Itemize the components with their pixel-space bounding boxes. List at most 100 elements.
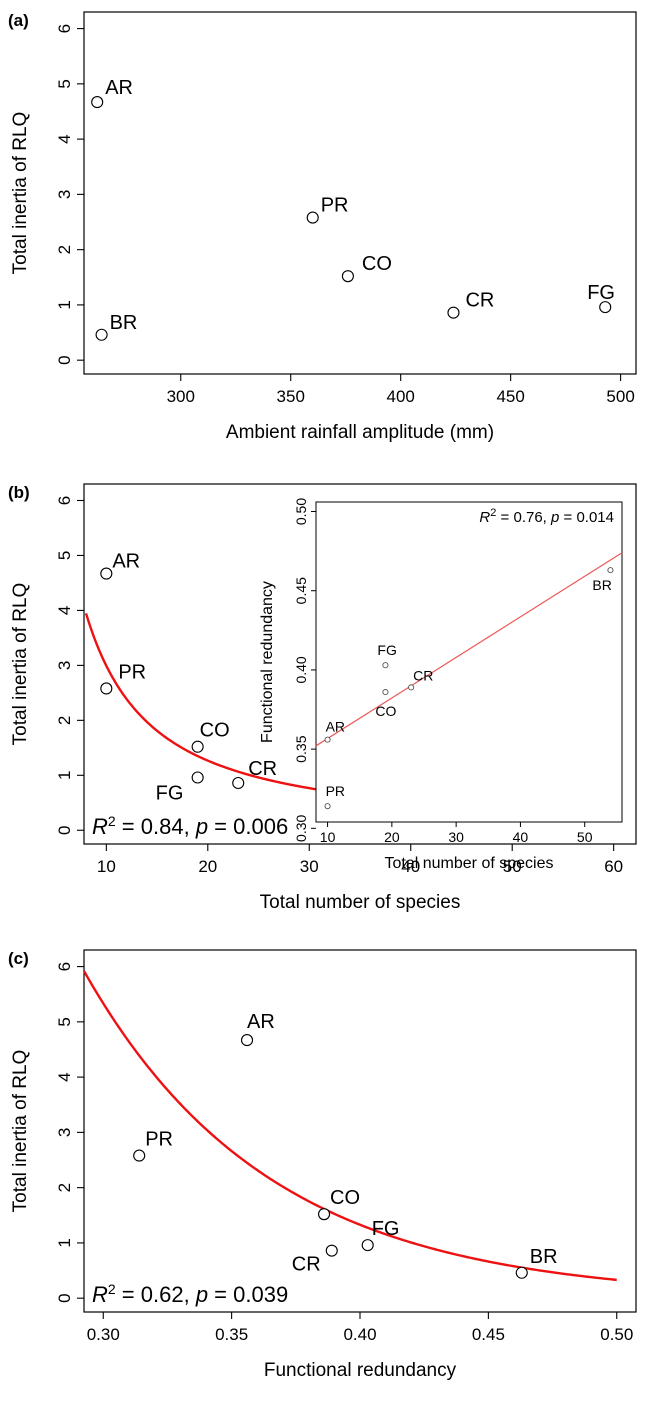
- x-tick-label: 0.50: [600, 1325, 633, 1344]
- stat-annotation: R2 = 0.84, p = 0.006: [92, 813, 288, 839]
- inset-point-label-ar: AR: [326, 719, 345, 735]
- inset-point-label-co: CO: [375, 703, 396, 719]
- data-point-pr: [133, 1149, 146, 1162]
- x-tick-label: 0.45: [472, 1325, 505, 1344]
- x-tick-label: 60: [604, 857, 623, 876]
- point-label-cr: CR: [248, 758, 277, 780]
- x-tick-label: 0.35: [215, 1325, 248, 1344]
- y-tick-label: 2: [55, 245, 74, 254]
- data-point-ar: [100, 567, 113, 580]
- inset-x-tick-label: 50: [577, 829, 593, 845]
- data-point-br: [515, 1266, 528, 1279]
- data-point-cr: [447, 306, 460, 319]
- inset-point-br: [607, 567, 614, 574]
- inset-y-tick-label: 0.35: [293, 735, 309, 762]
- inset-stat-annotation: R2 = 0.76, p = 0.014: [479, 507, 614, 526]
- point-label-pr: PR: [145, 1129, 173, 1151]
- fit-curve: [82, 970, 617, 1282]
- inset-x-tick-label: 40: [513, 829, 529, 845]
- data-point-fg: [361, 1239, 374, 1252]
- inset-y-tick-label: 0.50: [293, 498, 309, 525]
- x-tick-label: 50: [503, 857, 522, 876]
- data-point-pr: [100, 682, 113, 695]
- inset-fit-line: [315, 552, 623, 747]
- x-axis-label: Ambient rainfall amplitude (mm): [226, 422, 494, 443]
- x-tick-label: 0.30: [87, 1325, 120, 1344]
- y-tick-label: 6: [55, 962, 74, 971]
- y-axis-label: Total inertia of RLQ: [10, 1050, 31, 1213]
- panel-a: (a) 300 350 400 450 500 0 1 2 3 4 5 6 Ambient rainfal…: [0, 0, 654, 470]
- x-tick-label: 10: [97, 857, 116, 876]
- inset-y-tick-label: 0.45: [293, 577, 309, 604]
- y-tick-label: 2: [55, 716, 74, 725]
- data-point-co: [191, 740, 204, 753]
- point-label-pr: PR: [118, 661, 146, 683]
- x-tick-label: 350: [277, 387, 305, 406]
- y-tick-label: 6: [55, 496, 74, 505]
- y-tick-label: 5: [55, 551, 74, 560]
- x-tick-label: 300: [167, 387, 195, 406]
- x-tick-label: 40: [401, 857, 420, 876]
- inset-point-label-br: BR: [592, 577, 611, 593]
- y-tick-label: 0: [55, 826, 74, 835]
- y-axis-label: Total inertia of RLQ: [10, 112, 31, 275]
- x-tick-label: 20: [198, 857, 217, 876]
- y-tick-label: 1: [55, 300, 74, 309]
- inset-y-tick-label: 0.30: [293, 814, 309, 841]
- chart-b-svg: (b) 10 20 30 40 50 60 0 1 2 3 4 5 6 Total number of sp…: [8, 483, 637, 913]
- point-label-pr: PR: [321, 195, 349, 217]
- inset-x-tick-label: 10: [320, 829, 336, 845]
- panel-c: (c) 0.30 0.35 0.40 0.45 0.50 0 1 2 3 4 5 6 Functional…: [0, 938, 654, 1403]
- point-label-fg: FG: [587, 282, 615, 304]
- data-point-cr: [232, 776, 245, 790]
- y-axis-label: Total inertia of RLQ: [10, 583, 31, 746]
- point-label-br: BR: [530, 1246, 558, 1268]
- x-tick-label: 500: [606, 387, 634, 406]
- inset-y-tick-label: 0.40: [293, 656, 309, 683]
- point-label-cr: CR: [292, 1254, 321, 1276]
- y-tick-label: 5: [55, 79, 74, 88]
- data-point-co: [318, 1208, 331, 1221]
- chart-a-svg: (a) 300 350 400 450 500 0 1 2 3 4 5 6 Ambient rainfal…: [8, 11, 637, 443]
- panel-label: (c): [8, 949, 29, 968]
- inset-point-label-cr: CR: [413, 667, 433, 683]
- plot-frame: [83, 483, 637, 845]
- inset-x-tick-label: 30: [448, 829, 464, 845]
- inset-x-tick-label: 20: [384, 829, 400, 845]
- inset-point-label-pr: PR: [326, 783, 345, 799]
- y-tick-label: 5: [55, 1017, 74, 1026]
- y-tick-label: 4: [55, 1072, 74, 1081]
- x-axis-label: Functional redundancy: [264, 1360, 457, 1381]
- x-tick-label: 0.40: [343, 1325, 376, 1344]
- inset-frame: [315, 501, 623, 823]
- point-label-co: CO: [200, 720, 230, 742]
- inset-y-axis-label: Functional redundancy: [259, 581, 276, 743]
- y-tick-label: 4: [55, 606, 74, 615]
- data-point-fg: [599, 301, 612, 314]
- point-label-co: CO: [330, 1187, 360, 1209]
- point-label-ar: AR: [247, 1011, 275, 1033]
- point-label-ar: AR: [105, 77, 133, 99]
- plot-frame: [83, 11, 637, 375]
- y-tick-label: 4: [55, 134, 74, 143]
- point-label-br: BR: [110, 312, 138, 334]
- y-tick-label: 6: [55, 24, 74, 33]
- inset-point-co: [382, 689, 389, 696]
- data-point-pr: [306, 211, 319, 224]
- data-point-ar: [240, 1034, 254, 1047]
- data-point-cr: [325, 1244, 338, 1257]
- point-label-cr: CR: [465, 290, 494, 312]
- y-tick-label: 1: [55, 771, 74, 780]
- x-tick-label: 450: [496, 387, 524, 406]
- y-tick-label: 0: [55, 355, 74, 364]
- point-label-co: CO: [362, 253, 392, 275]
- data-point-co: [341, 270, 354, 283]
- x-tick-label: 400: [386, 387, 414, 406]
- inset-point-fg: [382, 662, 389, 669]
- y-tick-label: 3: [55, 1128, 74, 1137]
- y-tick-label: 2: [55, 1183, 74, 1192]
- inset-point-pr: [324, 803, 331, 810]
- panel-label: (a): [8, 11, 29, 30]
- panel-b: (b) 10 20 30 40 50 60 0 1 2 3 4 5 6 Total number of sp…: [0, 470, 654, 938]
- y-tick-label: 0: [55, 1293, 74, 1302]
